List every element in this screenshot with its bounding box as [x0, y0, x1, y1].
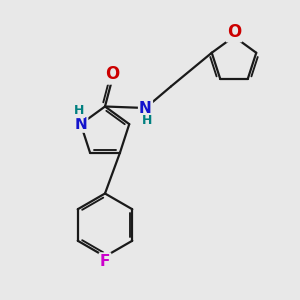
- Text: F: F: [100, 254, 110, 268]
- Text: N: N: [74, 117, 87, 132]
- Text: O: O: [227, 23, 241, 41]
- Text: H: H: [142, 114, 152, 127]
- Text: N: N: [139, 100, 152, 116]
- Text: H: H: [74, 104, 84, 117]
- Text: O: O: [105, 65, 120, 83]
